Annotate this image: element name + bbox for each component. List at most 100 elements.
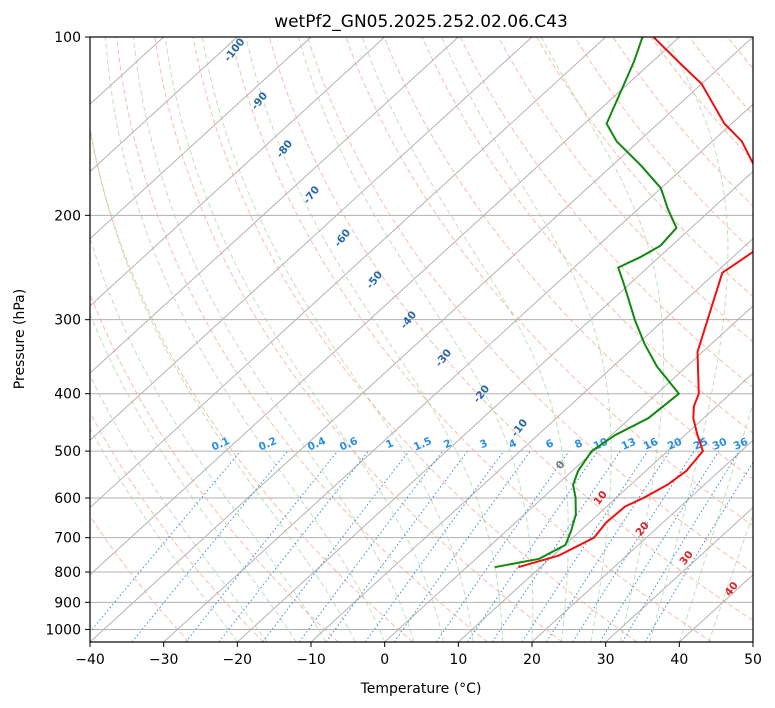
chart-title: wetPf2_GN05.2025.252.02.06.C43 bbox=[274, 12, 568, 32]
moist-adiabat-line bbox=[201, 37, 474, 642]
moist-adiabat-line bbox=[90, 236, 327, 642]
isotherm-line bbox=[384, 305, 753, 642]
y-tick-label: 700 bbox=[54, 531, 81, 547]
sounding-profiles bbox=[494, 37, 753, 569]
isobar-gridlines bbox=[90, 37, 753, 630]
x-tick-label: 50 bbox=[744, 652, 762, 668]
dry-adiabat-line bbox=[497, 37, 753, 343]
mixing-ratio-line bbox=[545, 450, 671, 642]
mixing-ratio-label: 20 bbox=[666, 436, 684, 453]
dry-adiabats bbox=[90, 37, 753, 642]
temperature-profile-line bbox=[517, 37, 753, 569]
dry-adiabat-line bbox=[307, 37, 753, 574]
isotherm-line bbox=[90, 37, 607, 509]
mixing-ratio-line bbox=[521, 450, 649, 642]
isotherm-line bbox=[90, 37, 238, 173]
dry-adiabat-line bbox=[116, 37, 488, 642]
mixing-ratio-label: 30 bbox=[711, 436, 729, 453]
x-axis-label: Temperature (°C) bbox=[360, 681, 482, 697]
dry-adiabat-line bbox=[268, 37, 753, 622]
moist-adiabat-line bbox=[90, 312, 297, 642]
x-tick-label: 0 bbox=[380, 652, 389, 668]
dry-adiabat-line bbox=[345, 37, 753, 527]
mixing-ratio-line bbox=[435, 450, 570, 642]
y-tick-label: 100 bbox=[54, 30, 81, 46]
isotherm-line bbox=[531, 439, 753, 642]
x-tick-label: 10 bbox=[449, 652, 467, 668]
isotherm-line bbox=[90, 37, 312, 240]
mixing-ratio-label: 16 bbox=[642, 436, 660, 453]
y-tick-label: 800 bbox=[54, 565, 81, 581]
moist-adiabat-line bbox=[441, 37, 612, 642]
mixing-ratio-line bbox=[325, 450, 468, 642]
y-tick-label: 300 bbox=[54, 313, 81, 329]
mixing-ratio-line bbox=[90, 450, 242, 633]
dewpoint-profile-line bbox=[494, 37, 680, 569]
x-tick-label: −10 bbox=[296, 652, 326, 668]
moist-adiabat-line bbox=[361, 37, 569, 642]
mixing-ratio-label: 1 bbox=[384, 437, 396, 451]
isotherm-line bbox=[90, 37, 533, 442]
isotherm-line bbox=[90, 37, 680, 576]
moist-adiabat-line bbox=[132, 37, 415, 642]
mixing-ratio-line bbox=[131, 450, 288, 642]
mixing-ratio-lines bbox=[90, 450, 753, 642]
mixing-ratio-line bbox=[467, 450, 599, 642]
mixing-ratio-line bbox=[621, 450, 740, 642]
mixing-ratio-label: 3 bbox=[478, 437, 490, 451]
moist-adiabat-line bbox=[245, 37, 503, 642]
dry-adiabat-line bbox=[192, 37, 638, 642]
moist-adiabat-line bbox=[297, 37, 534, 642]
y-tick-label: 500 bbox=[54, 444, 81, 460]
mixing-ratio-line bbox=[491, 450, 621, 642]
moist-adiabat-line bbox=[678, 401, 753, 642]
y-tick-label: 900 bbox=[54, 595, 81, 611]
mixing-ratio-label: 2 bbox=[442, 437, 454, 451]
x-tick-label: −20 bbox=[223, 652, 253, 668]
mixing-ratio-line bbox=[298, 450, 444, 642]
moist-adiabat-line bbox=[649, 37, 729, 642]
isotherm-line bbox=[90, 37, 753, 642]
mixing-ratio-line bbox=[572, 450, 695, 642]
x-tick-label: 20 bbox=[523, 652, 541, 668]
mixing-ratio-label: 36 bbox=[732, 436, 750, 453]
moist-adiabat-line bbox=[90, 427, 238, 642]
x-tick-label: 30 bbox=[597, 652, 615, 668]
moist-adiabat-line bbox=[540, 37, 664, 642]
y-tick-label: 600 bbox=[54, 491, 81, 507]
moist-adiabat-line bbox=[90, 374, 268, 642]
dry-adiabat-line bbox=[90, 411, 264, 642]
mixing-ratio-line bbox=[364, 450, 505, 642]
x-tick-label: 40 bbox=[670, 652, 688, 668]
y-axis-label: Pressure (hPa) bbox=[12, 289, 28, 389]
x-tick-label: −40 bbox=[75, 652, 105, 668]
dry-adiabat-line bbox=[536, 37, 753, 298]
mixing-ratio-label: 13 bbox=[620, 436, 638, 453]
dry-adiabat-line bbox=[154, 37, 563, 642]
dry-adiabat-line bbox=[421, 37, 753, 434]
isotherm-line bbox=[236, 170, 753, 642]
mixing-ratio-line bbox=[185, 450, 338, 642]
mixing-ratio-label: 4 bbox=[507, 437, 519, 451]
moist-adiabat-line bbox=[90, 123, 356, 642]
moist-adiabats bbox=[90, 37, 753, 642]
plot-area: -100-90-80-70-60-50-40-30-20-10010203040… bbox=[90, 37, 753, 642]
y-tick-label: 400 bbox=[54, 387, 81, 403]
moist-adiabat-line bbox=[164, 37, 445, 642]
x-tick-label: −30 bbox=[149, 652, 179, 668]
y-tick-label: 1000 bbox=[45, 622, 81, 638]
dry-adiabat-line bbox=[230, 37, 712, 642]
plot-frame bbox=[89, 36, 754, 643]
mixing-ratio-line bbox=[262, 450, 410, 642]
mixing-ratio-line bbox=[393, 450, 531, 642]
dry-adiabat-line bbox=[90, 127, 414, 642]
x-axis-ticks: −40 −30 −20 −10 0 10 20 30 40 50 bbox=[75, 642, 762, 668]
y-tick-label: 200 bbox=[54, 208, 81, 224]
mixing-ratio-label: 6 bbox=[544, 437, 556, 451]
isotherm-line bbox=[163, 103, 753, 642]
y-axis-ticks: 100 200 300 400 500 600 700 800 900 1000 bbox=[45, 30, 90, 638]
isotherm-line bbox=[457, 372, 753, 642]
isotherm-line bbox=[605, 506, 753, 642]
mixing-ratio-label: 8 bbox=[573, 437, 585, 451]
